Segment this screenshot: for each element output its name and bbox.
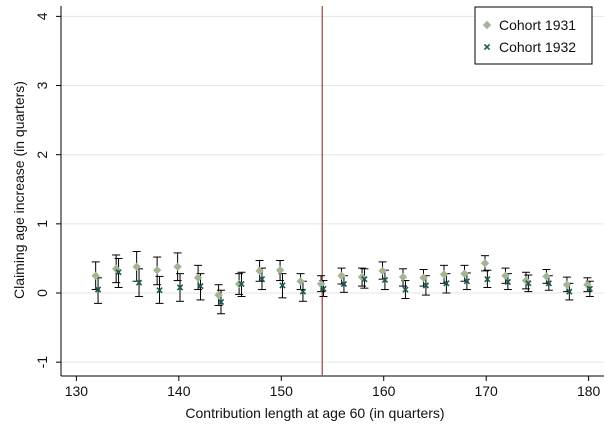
cohort-1931-point [378, 266, 387, 276]
x-marker-stroke [299, 288, 307, 295]
cohort-1931-point [91, 271, 100, 280]
cohort-1931-point [398, 272, 408, 282]
x-marker-stroke [115, 269, 122, 276]
y-tick-label: 2 [34, 151, 50, 159]
cohort-1931-point [214, 290, 223, 300]
cohort-1932-point [238, 280, 245, 288]
x-marker-stroke [361, 276, 368, 283]
x-marker-stroke [586, 285, 593, 293]
x-marker-stroke [402, 286, 409, 293]
cohort-1931-point [501, 271, 510, 280]
cohort-1932-point [443, 280, 450, 287]
legend-x-marker [483, 43, 491, 51]
x-marker-stroke [443, 280, 450, 287]
y-axis-title: Claiming age increase (in quarters) [11, 81, 27, 299]
x-marker-stroke [545, 280, 553, 287]
x-marker-stroke [156, 287, 163, 294]
x-marker-stroke [525, 280, 532, 287]
x-marker-stroke [279, 282, 286, 289]
cohort-1931-point [439, 270, 449, 279]
cohort-1931-point [173, 262, 182, 271]
x-tick-label: 170 [474, 383, 498, 399]
x-marker-stroke [504, 278, 512, 286]
cohort-1932-point [94, 286, 102, 293]
y-tick-label: 3 [34, 81, 50, 89]
cohort-1931-point [419, 273, 428, 282]
cohort-1932-point [197, 282, 204, 290]
cohort-1932-point [381, 276, 389, 284]
cohort-1932-point [484, 276, 491, 283]
x-marker-stroke [483, 43, 491, 51]
x-marker-stroke [217, 298, 225, 306]
cohort-1931-point [583, 280, 592, 289]
x-marker-stroke [238, 280, 245, 288]
cohort-1932-point [320, 285, 327, 293]
cohort-1931-point [480, 259, 490, 268]
y-tick-label: 1 [34, 220, 50, 228]
y-tick-label: -1 [34, 356, 50, 369]
cohort-1932-point [340, 280, 348, 288]
cohort-1932-point [586, 285, 593, 293]
cohort-1931-point [316, 279, 326, 289]
x-tick-label: 150 [270, 383, 294, 399]
x-tick-label: 160 [372, 383, 396, 399]
y-tick-label: 4 [34, 12, 50, 20]
cohort-1931-point [275, 265, 285, 275]
y-tick-label: 0 [34, 289, 50, 297]
cohort-1932-point [135, 279, 143, 286]
cohort-1931-point [132, 262, 141, 271]
x-axis-title: Contribution length at age 60 (in quarte… [185, 405, 444, 421]
x-marker-stroke [340, 280, 348, 288]
legend-box [474, 6, 593, 65]
cohort-1932-point [299, 288, 307, 295]
gridlines [61, 15, 604, 363]
x-marker-stroke [566, 288, 573, 295]
cohort-1932-point [422, 282, 430, 289]
legend: Cohort 1931 Cohort 1932 [474, 6, 593, 65]
x-tick-label: 140 [167, 383, 191, 399]
cohort-1932-point [279, 282, 286, 289]
cohort-1931-point [542, 272, 551, 281]
cohort-1932-point [525, 280, 532, 287]
cohort-1931-point [193, 273, 203, 282]
x-marker-stroke [484, 276, 491, 283]
x-marker-stroke [463, 278, 471, 285]
x-marker-stroke [320, 285, 327, 293]
legend-diamond-marker [482, 20, 492, 30]
cohort-1931-point [255, 266, 264, 276]
cohort-1932-point [115, 269, 122, 276]
x-marker-stroke [135, 279, 143, 286]
cohort-1932-point [463, 278, 471, 285]
cohort-1932-point [258, 276, 266, 283]
cohort-1932-point [361, 276, 368, 283]
cohort-1931-point [460, 269, 469, 278]
cohort-1932-point [176, 284, 184, 291]
x-tick-label: 130 [65, 383, 89, 399]
x-tick-label: 180 [577, 383, 601, 399]
cohort-1932-point [156, 287, 163, 294]
legend-label: Cohort 1932 [499, 39, 576, 55]
data-markers [91, 259, 593, 306]
cohort-1932-point [545, 280, 553, 287]
legend-label: Cohort 1931 [499, 17, 576, 33]
cohort-1932-point [504, 278, 512, 286]
x-marker-stroke [381, 276, 389, 284]
x-marker-stroke [94, 286, 102, 293]
x-marker-stroke [197, 282, 204, 290]
axes: -1 0 1 2 3 4 130 140 150 160 170 180 [34, 6, 604, 399]
cohort-1932-point [402, 286, 409, 293]
cohort-1931-point [152, 265, 162, 275]
cohort-1932-point [566, 288, 573, 295]
cohort-1931-point [234, 279, 244, 289]
cohort-1931-point [296, 277, 305, 286]
x-marker-stroke [258, 276, 266, 283]
x-marker-stroke [176, 284, 184, 291]
cohort-1932-point [217, 298, 225, 306]
x-marker-stroke [422, 282, 430, 289]
cohort-1931-point [562, 280, 572, 289]
cohort-1931-point [337, 271, 346, 280]
